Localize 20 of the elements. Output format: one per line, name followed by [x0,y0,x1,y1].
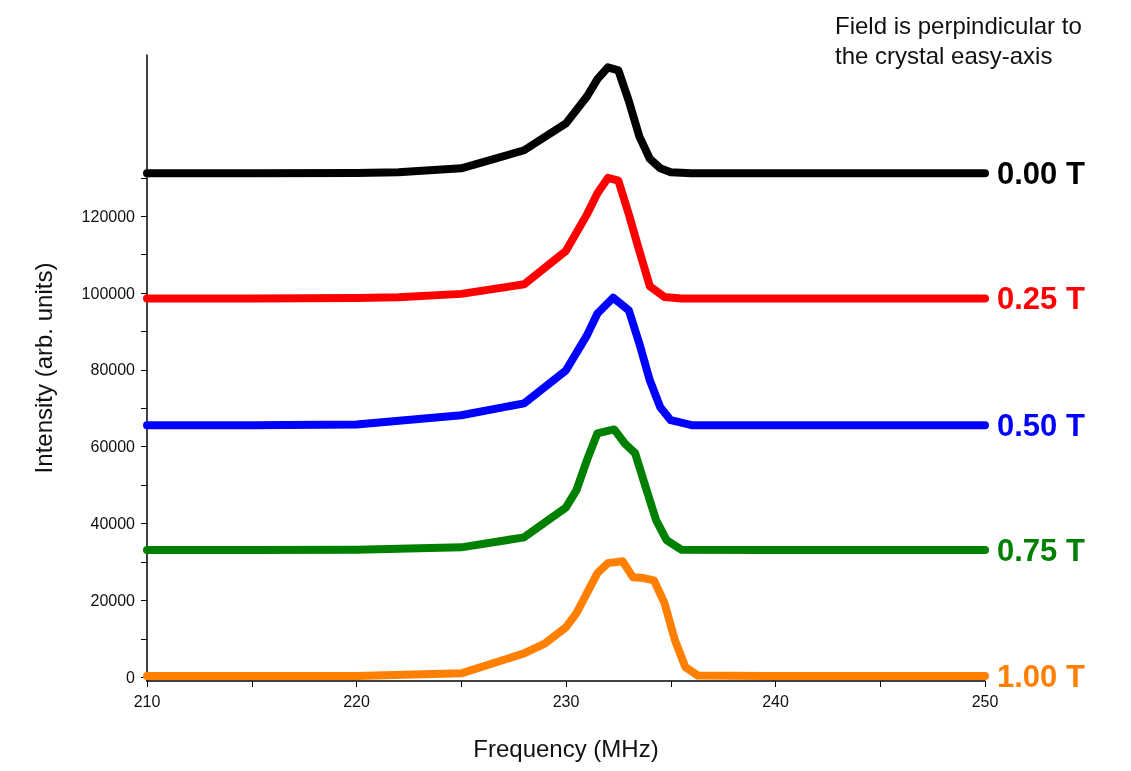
y-tick-label: 40000 [90,515,136,533]
y-tick-label: 0 [126,668,136,686]
series-label: 0.00 T [997,155,1085,191]
y-tick-label: 80000 [90,361,136,379]
y-tick-label: 120000 [81,207,136,225]
series-label: 0.50 T [997,407,1085,443]
series-label: 1.00 T [997,658,1085,694]
annotation: Field is perpindicular to the crystal easy-axis [835,11,1089,69]
x-axis-title: Frequency (MHz) [473,734,659,762]
y-tick-label: 20000 [90,591,136,609]
x-tick-label: 210 [133,692,161,710]
x-tick-label: 250 [971,692,999,710]
y-tick-label: 60000 [90,438,136,456]
x-tick-label: 240 [762,692,789,710]
x-tick-label: 220 [343,692,370,710]
series-label: 0.25 T [997,280,1085,316]
series-label: 0.75 T [997,532,1085,568]
x-tick-label: 230 [552,692,580,710]
y-axis-title: Intensity (arb. units) [29,262,57,474]
y-tick-label: 100000 [81,284,136,302]
